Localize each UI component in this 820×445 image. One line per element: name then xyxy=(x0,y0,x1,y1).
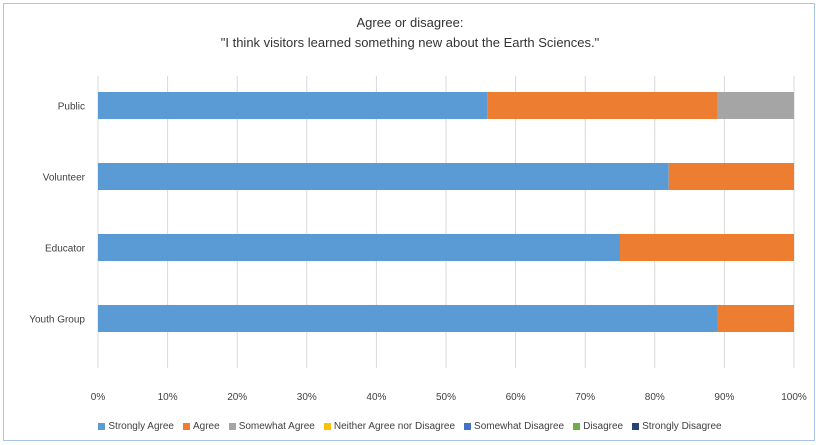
legend-item: Strongly Disagree xyxy=(632,421,722,432)
legend-label: Strongly Disagree xyxy=(642,421,722,432)
legend-label: Neither Agree nor Disagree xyxy=(333,421,456,432)
legend-label: Strongly Agree xyxy=(108,421,174,432)
chart-subtitle: "I think visitors learned something new … xyxy=(220,35,600,50)
legend-swatch xyxy=(464,423,472,430)
bar-segment xyxy=(487,92,718,119)
chart-frame xyxy=(3,3,815,441)
legend-swatch xyxy=(228,423,236,430)
legend-item: Somewhat Agree xyxy=(228,421,315,432)
bar-segment xyxy=(98,305,718,332)
x-tick-label: 90% xyxy=(714,392,734,403)
category-label: Volunteer xyxy=(43,173,86,184)
bar-segment xyxy=(620,234,794,261)
x-tick-label: 40% xyxy=(366,392,386,403)
legend-item: Strongly Agree xyxy=(98,421,174,432)
legend-swatch xyxy=(323,423,331,430)
bar-segment xyxy=(717,305,794,332)
legend-item: Agree xyxy=(183,421,220,432)
legend-swatch xyxy=(573,423,581,430)
bar-segment xyxy=(98,234,620,261)
x-tick-label: 80% xyxy=(645,392,665,403)
x-tick-label: 100% xyxy=(781,392,807,403)
legend-item: Somewhat Disagree xyxy=(464,421,564,432)
x-tick-label: 10% xyxy=(158,392,178,403)
legend-swatch xyxy=(98,423,106,430)
legend-label: Disagree xyxy=(583,421,624,432)
bar-segment xyxy=(668,163,794,190)
x-tick-label: 30% xyxy=(297,392,317,403)
bar-segment xyxy=(98,163,669,190)
x-tick-label: 0% xyxy=(91,392,106,403)
legend-swatch xyxy=(632,423,640,430)
x-tick-label: 20% xyxy=(227,392,247,403)
category-label: Educator xyxy=(45,244,86,255)
legend-label: Agree xyxy=(193,421,220,432)
legend-item: Neither Agree nor Disagree xyxy=(323,421,456,432)
legend-label: Somewhat Disagree xyxy=(474,421,565,432)
legend-item: Disagree xyxy=(573,421,623,432)
x-tick-label: 70% xyxy=(575,392,595,403)
legend-label: Somewhat Agree xyxy=(238,421,315,432)
bar-segment xyxy=(717,92,794,119)
chart-legend: Strongly Agree Agree Somewhat Agree Neither… xyxy=(0,421,820,432)
bar-segment xyxy=(98,92,488,119)
legend-swatch xyxy=(183,423,190,430)
category-label: Public xyxy=(58,102,85,113)
x-tick-label: 50% xyxy=(436,392,456,403)
chart-title: Agree or disagree: xyxy=(356,15,464,30)
category-label: Youth Group xyxy=(29,315,85,326)
x-tick-label: 60% xyxy=(506,392,526,403)
